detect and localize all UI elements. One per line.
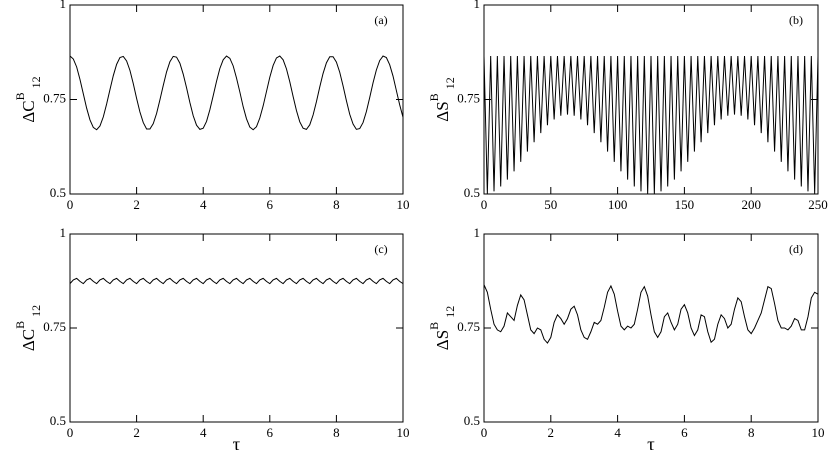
panel-label: (d) (789, 242, 803, 256)
x-tick-label: 8 (748, 425, 755, 440)
x-axis-label: τ (647, 434, 655, 450)
panel: 0 2 4 6 8 10 0.5 0.75 1 (a) ΔCB12 (13, 0, 410, 212)
x-tick-label: 8 (333, 197, 340, 212)
x-tick-label: 4 (200, 197, 207, 212)
y-axis-label-sub: 12 (29, 305, 43, 317)
plot-frame (69, 233, 404, 423)
x-tick-label: 0 (481, 197, 488, 212)
data-line (483, 56, 819, 194)
plot-frame (483, 4, 819, 195)
y-tick-label: 0.5 (464, 413, 480, 428)
y-tick-label: 1 (474, 225, 481, 240)
x-tick-label: 150 (675, 197, 695, 212)
x-tick-label: 0 (67, 425, 74, 440)
x-tick-label: 6 (681, 425, 688, 440)
y-axis-label-sup: B (13, 92, 27, 100)
x-tick-label: 4 (614, 425, 621, 440)
y-tick-label: 0.75 (457, 90, 480, 105)
y-axis-label-sup: B (427, 322, 441, 330)
x-tick-label: 10 (812, 425, 825, 440)
x-tick-label: 4 (200, 425, 207, 440)
y-axis-label-sup: B (427, 93, 441, 101)
y-tick-label: 0.5 (50, 185, 66, 200)
x-tick-label: 250 (808, 197, 828, 212)
y-axis-label-sub: 12 (443, 306, 457, 318)
panel: 0 2 4 6 8 10 0.5 0.75 1 (c) ΔCB12 τ (13, 225, 410, 450)
x-tick-label: 100 (608, 197, 628, 212)
plot-frame (69, 4, 404, 195)
y-axis-label: ΔSB12 (427, 306, 457, 350)
panel-label: (b) (789, 13, 803, 27)
data-line (483, 284, 819, 344)
y-axis-label-base: ΔC (19, 100, 38, 122)
y-tick-label: 0.5 (50, 413, 66, 428)
y-axis-label: ΔCB12 (13, 305, 43, 351)
x-tick-label: 6 (267, 425, 274, 440)
x-tick-label: 6 (267, 197, 274, 212)
x-tick-label: 200 (741, 197, 761, 212)
x-tick-label: 50 (544, 197, 557, 212)
panel-label: (a) (374, 13, 387, 27)
panel: 0 2 4 6 8 10 0.5 0.75 1 (d) ΔSB12 τ (427, 225, 825, 450)
x-tick-label: 8 (333, 425, 340, 440)
y-axis-label-base: ΔS (433, 101, 452, 121)
plot-frame (483, 233, 819, 423)
x-tick-label: 0 (67, 197, 74, 212)
y-axis-label-sub: 12 (29, 76, 43, 88)
x-tick-label: 0 (481, 425, 488, 440)
y-axis-label-base: ΔC (19, 329, 38, 351)
y-tick-label: 1 (60, 225, 67, 240)
panel: 0 50 100 150 200 250 0.5 0.75 1 (b) ΔSB12 (427, 0, 828, 212)
y-axis-label: ΔSB12 (427, 77, 457, 121)
x-tick-label: 2 (548, 425, 555, 440)
x-axis-label: τ (233, 434, 241, 450)
y-tick-label: 1 (60, 0, 67, 11)
x-tick-label: 2 (133, 197, 140, 212)
y-axis-label-sub: 12 (443, 77, 457, 89)
y-tick-label: 0.5 (464, 185, 480, 200)
y-axis-label-base: ΔS (433, 330, 452, 350)
y-axis-label-sup: B (13, 321, 27, 329)
y-tick-label: 0.75 (43, 90, 66, 105)
y-tick-label: 0.75 (43, 319, 66, 334)
data-line (69, 55, 404, 131)
data-line (69, 277, 404, 285)
x-tick-label: 2 (133, 425, 140, 440)
x-tick-label: 10 (397, 425, 410, 440)
y-tick-label: 1 (474, 0, 481, 11)
panel-label: (c) (374, 242, 387, 256)
x-tick-label: 10 (397, 197, 410, 212)
y-axis-label: ΔCB12 (13, 76, 43, 122)
y-tick-label: 0.75 (457, 319, 480, 334)
